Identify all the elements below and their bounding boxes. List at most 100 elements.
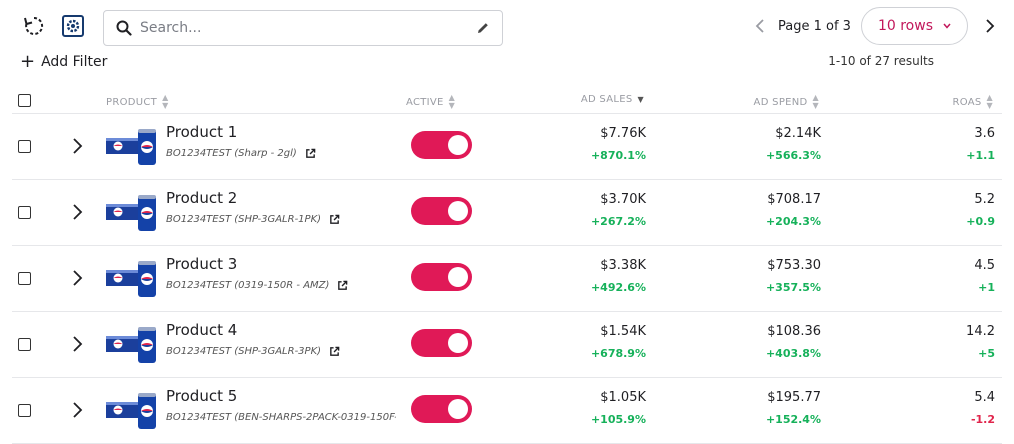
products-table: PRODUCT ▲ ▼ ACTIVE ▲ ▼ AD SALES ▼ AD SPEND… [12, 86, 1002, 444]
ad-spend-change: +403.8% [765, 347, 821, 360]
roas-value: 4.5 [974, 258, 995, 273]
search-input[interactable] [140, 20, 476, 36]
column-label: ROAS [952, 96, 982, 108]
column-header-ad-sales[interactable]: AD SALES ▼ [581, 94, 644, 105]
column-header-product[interactable]: PRODUCT ▲ ▼ [106, 94, 169, 110]
table-body: Product 1 BO1234TEST (Sharp - 2gl) $7.76… [12, 114, 1002, 444]
pagination: Page 1 of 3 10 rows [748, 7, 1002, 45]
product-thumbnail [106, 393, 156, 429]
active-toggle[interactable] [411, 329, 472, 357]
toolbar: Page 1 of 3 10 rows [0, 0, 1014, 50]
table-row: Product 3 BO1234TEST (0319-150R - AMZ) $… [12, 246, 1002, 312]
ad-spend-value: $753.30 [767, 258, 821, 273]
row-checkbox[interactable] [18, 206, 31, 219]
add-filter-button[interactable]: + Add Filter [20, 53, 107, 71]
column-label: AD SALES [580, 94, 633, 105]
ad-sales-value: $1.05K [600, 390, 646, 405]
sort-icon: ▲ ▼ [162, 93, 169, 110]
toggle-knob [448, 333, 468, 353]
page-indicator: Page 1 of 3 [778, 18, 851, 34]
rows-per-page-value: 10 rows [877, 18, 933, 34]
toggle-knob [448, 267, 468, 287]
chevron-right-icon[interactable] [70, 335, 84, 353]
product-sku: BO1234TEST (SHP-3GALR-1PK) [166, 214, 340, 225]
search-box[interactable] [103, 10, 503, 46]
product-sku: BO1234TEST (SHP-3GALR-3PK) [166, 346, 340, 357]
roas-change: -1.2 [970, 413, 995, 426]
active-toggle[interactable] [411, 131, 472, 159]
add-filter-label: Add Filter [41, 54, 108, 70]
roas-change: +5 [978, 347, 995, 360]
column-header-active[interactable]: ACTIVE ▲ ▼ [406, 94, 455, 110]
row-checkbox[interactable] [18, 404, 31, 417]
toggle-knob [448, 201, 468, 221]
gear-icon[interactable] [61, 14, 85, 38]
ad-sales-change: +105.9% [590, 413, 646, 426]
column-label: AD SPEND [753, 96, 808, 108]
chevron-left-icon[interactable] [748, 14, 772, 38]
active-toggle[interactable] [411, 197, 472, 225]
chevron-right-icon[interactable] [978, 14, 1002, 38]
row-checkbox[interactable] [18, 140, 31, 153]
sort-icon: ▲ ▼ [986, 93, 993, 110]
ad-spend-value: $2.14K [775, 126, 821, 141]
product-name[interactable]: Product 2 [166, 189, 238, 207]
roas-value: 3.6 [974, 126, 995, 141]
roas-value: 5.4 [974, 390, 995, 405]
column-header-roas[interactable]: ROAS ▲ ▼ [953, 94, 994, 110]
ad-sales-change: +870.1% [590, 149, 646, 162]
product-name[interactable]: Product 1 [166, 123, 238, 141]
product-sku: BO1234TEST (0319-150R - AMZ) [166, 280, 348, 291]
chevron-down-icon [943, 23, 951, 29]
product-name[interactable]: Product 3 [166, 255, 238, 273]
sort-icon: ▲ ▼ [812, 93, 819, 110]
product-sku-text: BO1234TEST (SHP-3GALR-3PK) [166, 346, 322, 357]
column-header-ad-spend[interactable]: AD SPEND ▲ ▼ [754, 94, 819, 110]
ad-sales-change: +492.6% [590, 281, 646, 294]
chevron-right-icon[interactable] [70, 269, 84, 287]
product-sku: BO1234TEST (BEN-SHARPS-2PACK-0319-150F-A… [166, 412, 396, 423]
product-sku: BO1234TEST (Sharp - 2gl) [166, 148, 316, 159]
roas-change: +1 [978, 281, 995, 294]
active-toggle[interactable] [411, 395, 472, 423]
ad-spend-change: +152.4% [765, 413, 821, 426]
product-name[interactable]: Product 5 [166, 387, 238, 405]
select-all-checkbox[interactable] [18, 94, 31, 107]
roas-value: 14.2 [966, 324, 995, 339]
table-row: Product 4 BO1234TEST (SHP-3GALR-3PK) $1.… [12, 312, 1002, 378]
chevron-right-icon[interactable] [70, 203, 84, 221]
product-name[interactable]: Product 4 [166, 321, 238, 339]
chevron-right-icon[interactable] [70, 401, 84, 419]
chevron-right-icon[interactable] [70, 137, 84, 155]
external-link-icon[interactable] [329, 214, 340, 225]
external-link-icon[interactable] [305, 148, 316, 159]
roas-value: 5.2 [974, 192, 995, 207]
ad-sales-change: +678.9% [590, 347, 646, 360]
roas-change: +1.1 [966, 149, 995, 162]
product-thumbnail [106, 129, 156, 165]
product-thumbnail [106, 195, 156, 231]
results-count: 1-10 of 27 results [828, 54, 934, 68]
row-checkbox[interactable] [18, 272, 31, 285]
external-link-icon[interactable] [329, 346, 340, 357]
external-link-icon[interactable] [337, 280, 348, 291]
refresh-icon[interactable] [22, 14, 46, 38]
plus-icon: + [20, 51, 36, 72]
sort-icon: ▲ ▼ [448, 93, 456, 110]
product-thumbnail [106, 261, 156, 297]
ad-spend-value: $108.36 [767, 324, 821, 339]
table-header: PRODUCT ▲ ▼ ACTIVE ▲ ▼ AD SALES ▼ AD SPEND… [12, 86, 1002, 114]
ad-sales-value: $1.54K [600, 324, 646, 339]
roas-change: +0.9 [966, 215, 995, 228]
product-sku-text: BO1234TEST (BEN-SHARPS-2PACK-0319-150F-A… [166, 412, 396, 423]
column-label: ACTIVE [406, 96, 444, 108]
row-checkbox[interactable] [18, 338, 31, 351]
table-row: Product 1 BO1234TEST (Sharp - 2gl) $7.76… [12, 114, 1002, 180]
toggle-knob [448, 135, 468, 155]
ad-sales-change: +267.2% [590, 215, 646, 228]
pencil-icon[interactable] [476, 21, 490, 35]
active-toggle[interactable] [411, 263, 472, 291]
rows-per-page-select[interactable]: 10 rows [860, 7, 968, 45]
ad-spend-value: $708.17 [767, 192, 821, 207]
ad-sales-value: $3.70K [600, 192, 646, 207]
